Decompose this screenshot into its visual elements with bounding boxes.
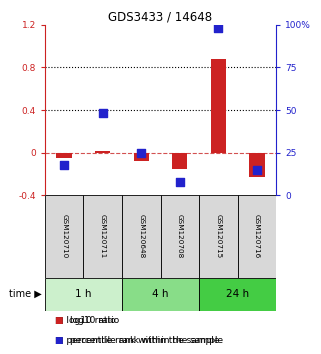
Point bbox=[216, 25, 221, 31]
Bar bbox=[122, 195, 160, 278]
Text: 24 h: 24 h bbox=[226, 289, 249, 299]
Text: percentile rank within the sample: percentile rank within the sample bbox=[70, 336, 223, 345]
Bar bbox=[160, 195, 199, 278]
Bar bbox=[122, 278, 199, 311]
Bar bbox=[134, 153, 149, 161]
Text: log10 ratio: log10 ratio bbox=[70, 316, 119, 325]
Text: time ▶: time ▶ bbox=[9, 289, 42, 299]
Text: ■: ■ bbox=[55, 336, 63, 345]
Point bbox=[62, 162, 67, 167]
Text: GSM120716: GSM120716 bbox=[254, 215, 260, 259]
Point bbox=[139, 150, 144, 155]
Text: ■ percentile rank within the sample: ■ percentile rank within the sample bbox=[55, 336, 219, 345]
Text: ■: ■ bbox=[55, 316, 63, 325]
Text: GSM120708: GSM120708 bbox=[177, 215, 183, 259]
Bar bbox=[45, 195, 83, 278]
Bar bbox=[45, 278, 122, 311]
Text: GSM120710: GSM120710 bbox=[61, 215, 67, 259]
Point bbox=[100, 110, 105, 116]
Bar bbox=[199, 195, 238, 278]
Text: GSM120715: GSM120715 bbox=[215, 215, 221, 259]
Point bbox=[177, 179, 182, 184]
Bar bbox=[83, 195, 122, 278]
Title: GDS3433 / 14648: GDS3433 / 14648 bbox=[108, 11, 213, 24]
Bar bbox=[56, 153, 72, 158]
Text: 1 h: 1 h bbox=[75, 289, 92, 299]
Bar bbox=[199, 278, 276, 311]
Bar bbox=[249, 153, 265, 177]
Text: GSM120711: GSM120711 bbox=[100, 215, 106, 259]
Text: 4 h: 4 h bbox=[152, 289, 169, 299]
Bar bbox=[95, 150, 110, 153]
Bar bbox=[238, 195, 276, 278]
Text: ■ log10 ratio: ■ log10 ratio bbox=[55, 316, 115, 325]
Text: GSM120648: GSM120648 bbox=[138, 215, 144, 259]
Bar bbox=[172, 153, 187, 169]
Point bbox=[254, 167, 259, 172]
Bar bbox=[211, 59, 226, 153]
